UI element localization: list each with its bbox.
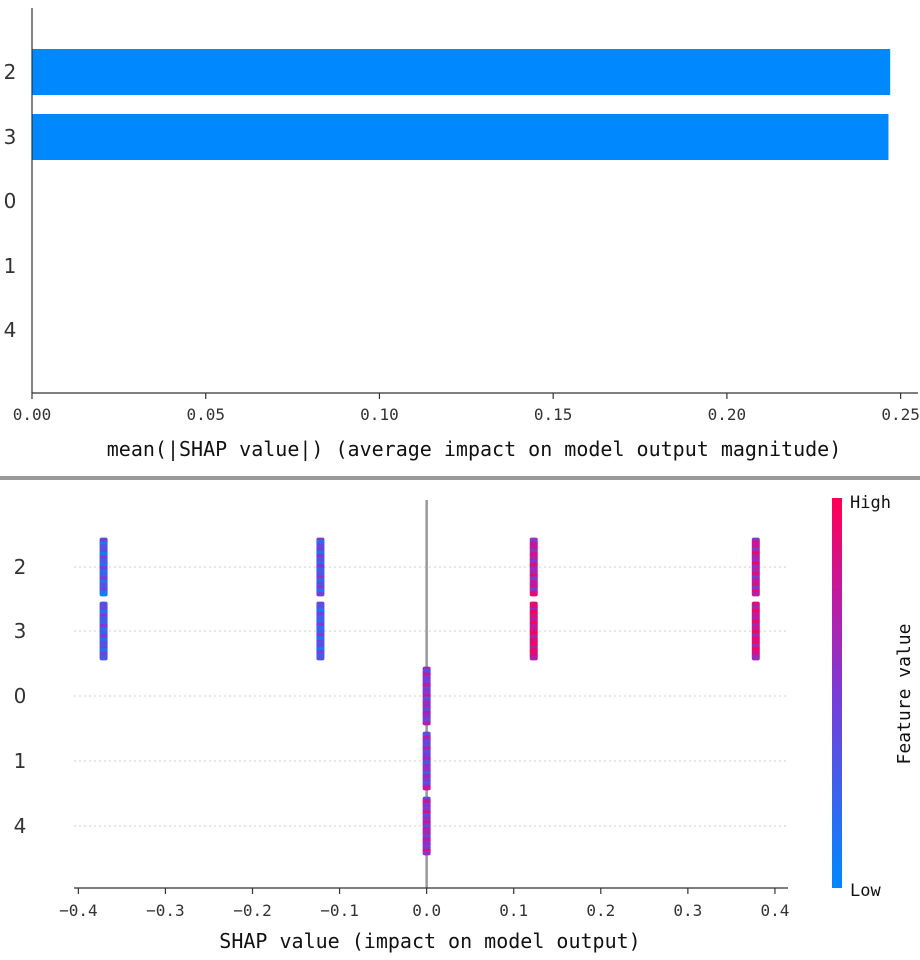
colorbar-title: Feature value: [894, 624, 915, 765]
beeswarm-point: [99, 655, 108, 661]
beeswarm-chart-panel: −0.4 −0.3 −0.2 −0.1 0.0 0.1 0.2 0.3 0.4 2 3 0 1 4 SH…: [14, 493, 915, 953]
panel-divider: [0, 476, 920, 480]
beeswarm-point: [99, 591, 108, 597]
beeswarm-category-labels: 2 3 0 1 4: [14, 555, 27, 838]
beeswarm-point: [529, 591, 538, 597]
beeswarm-category-label-2: 2: [14, 555, 27, 579]
bar-x-tick-label: 0.05: [186, 405, 225, 424]
beeswarm-x-ticks: −0.4 −0.3 −0.2 −0.1 0.0 0.1 0.2 0.3 0.4: [59, 888, 789, 920]
bar-x-tick-label: 0.20: [708, 405, 747, 424]
beeswarm-cluster-3: [316, 601, 325, 661]
beeswarm-category-label-0: 0: [14, 684, 27, 708]
bar-chart-x-ticks: 0.00 0.05 0.10 0.15 0.20 0.25: [13, 393, 920, 424]
bar-chart-x-axis-title: mean(|SHAP value|) (average impact on mo…: [107, 437, 842, 461]
bar-3: [32, 114, 889, 160]
bar-category-label-2: 2: [4, 60, 17, 84]
beeswarm-x-axis-title: SHAP value (impact on model output): [219, 929, 640, 953]
bar-x-tick-label: 0.10: [360, 405, 399, 424]
bar-x-tick-label: 0.15: [534, 405, 573, 424]
beeswarm-x-tick-label: 0.1: [499, 901, 528, 920]
colorbar-high-label: High: [850, 493, 891, 513]
beeswarm-point: [751, 655, 760, 661]
beeswarm-point: [316, 655, 325, 661]
beeswarm-point: [422, 785, 431, 791]
beeswarm-x-tick-label: 0.3: [673, 901, 702, 920]
beeswarm-cluster-2: [529, 537, 538, 597]
bar-chart-panel: 0.00 0.05 0.10 0.15 0.20 0.25 2 3 0 1 4 mean(|SHA…: [4, 8, 920, 461]
beeswarm-x-tick-label: −0.3: [146, 901, 185, 920]
beeswarm-gridlines: [74, 566, 788, 827]
beeswarm-category-label-3: 3: [14, 619, 27, 643]
beeswarm-cluster-1: [422, 731, 431, 791]
beeswarm-cluster-3: [529, 601, 538, 661]
colorbar: [832, 498, 842, 888]
beeswarm-x-tick-label: 0.4: [760, 901, 789, 920]
beeswarm-x-tick-label: −0.1: [320, 901, 359, 920]
beeswarm-points: [99, 537, 760, 856]
beeswarm-cluster-3: [99, 601, 108, 661]
beeswarm-point: [422, 850, 431, 856]
beeswarm-cluster-2: [751, 537, 760, 597]
bar-category-label-4: 4: [4, 318, 17, 342]
bar-x-tick-label: 0.00: [13, 405, 52, 424]
beeswarm-cluster-3: [751, 601, 760, 661]
beeswarm-x-tick-label: 0.2: [586, 901, 615, 920]
bar-series: [32, 49, 891, 160]
beeswarm-point: [751, 591, 760, 597]
beeswarm-category-label-1: 1: [14, 749, 27, 773]
beeswarm-point: [529, 655, 538, 661]
beeswarm-cluster-4: [422, 796, 431, 856]
colorbar-low-label: Low: [850, 881, 881, 901]
beeswarm-cluster-2: [316, 537, 325, 597]
beeswarm-x-tick-label: 0.0: [412, 901, 441, 920]
bar-category-label-3: 3: [4, 125, 17, 149]
bar-category-label-1: 1: [4, 254, 17, 278]
bar-2: [32, 49, 891, 95]
bar-category-label-0: 0: [4, 189, 17, 213]
beeswarm-point: [422, 720, 431, 726]
beeswarm-cluster-2: [99, 537, 108, 597]
bar-x-tick-label: 0.25: [881, 405, 920, 424]
beeswarm-x-tick-label: −0.4: [59, 901, 98, 920]
bar-chart-category-labels: 2 3 0 1 4: [4, 60, 17, 342]
beeswarm-x-tick-label: −0.2: [233, 901, 272, 920]
beeswarm-cluster-0: [422, 666, 431, 726]
beeswarm-point: [316, 591, 325, 597]
beeswarm-category-label-4: 4: [14, 814, 27, 838]
